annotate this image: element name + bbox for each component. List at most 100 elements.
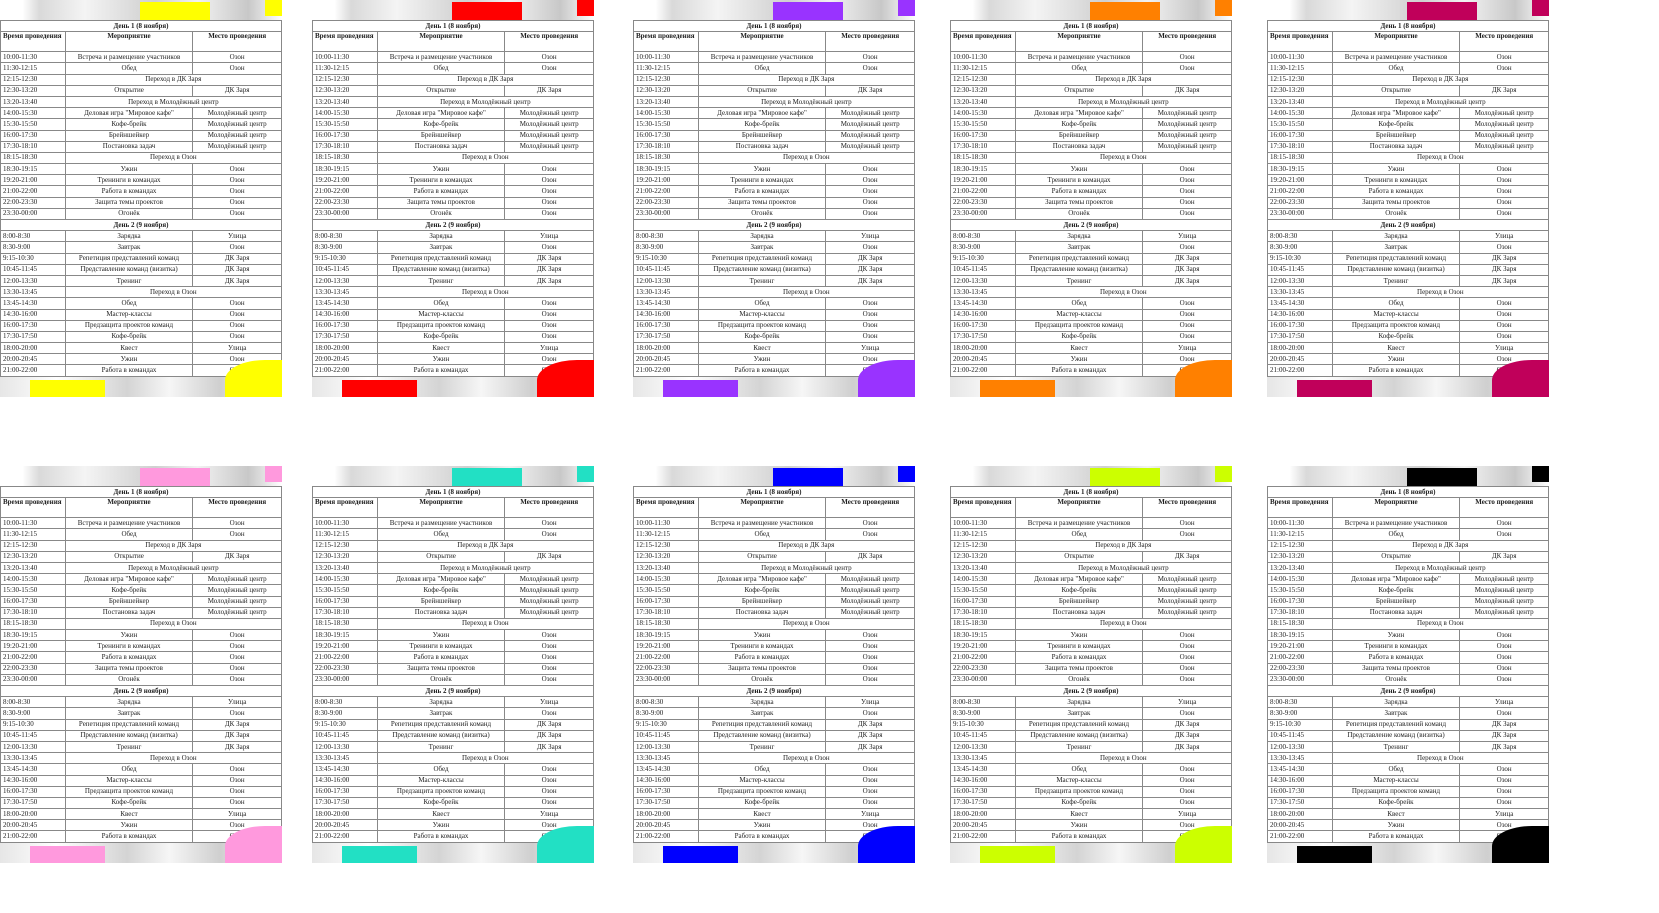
- schedule-card: День 1 (8 ноября) Время проведения Меропри…: [633, 466, 915, 863]
- time-cell: 18:30-19:15: [1267, 629, 1333, 642]
- event-cell: Представление команд (визитка): [64, 263, 194, 276]
- schedule-row: 15:30-15:50 Кофе-брейк Молодёжный центр: [312, 584, 594, 597]
- event-cell: Огонёк: [1331, 673, 1461, 687]
- time-cell: 12:15-12:30: [950, 539, 1016, 552]
- place-cell: Озон: [504, 528, 594, 541]
- time-cell: 12:30-13:20: [1267, 550, 1333, 563]
- event-cell: Открытие: [376, 550, 506, 563]
- place-cell: Озон: [1142, 640, 1232, 653]
- column-header: Место проведения: [192, 497, 282, 519]
- schedule-row: 18:30-19:15 Ужин Озон: [1267, 629, 1549, 642]
- transfer-cell: Переход в Озон: [697, 151, 915, 165]
- time-cell: 13:45-14:30: [0, 297, 66, 310]
- place-cell: Молодёжный центр: [1142, 107, 1232, 120]
- schedule-row: 12:30-13:20 Открытие ДК Заря: [312, 550, 594, 563]
- time-cell: 10:45-11:45: [312, 729, 378, 742]
- transfer-cell: Переход в Озон: [1014, 286, 1232, 299]
- transfer-cell: Переход в Молодёжный центр: [64, 95, 282, 109]
- place-cell: Озон: [825, 163, 915, 176]
- time-cell: 17:30-17:50: [0, 330, 66, 344]
- event-cell: Кофе-брейк: [376, 118, 506, 131]
- place-cell: Озон: [825, 51, 915, 64]
- place-cell: Озон: [192, 651, 282, 664]
- time-cell: 17:30-17:50: [950, 330, 1016, 344]
- time-cell: 18:30-19:15: [950, 629, 1016, 642]
- place-cell: Озон: [1142, 774, 1232, 787]
- event-cell: Ужин: [64, 353, 194, 366]
- column-header: Мероприятие: [697, 31, 827, 53]
- place-cell: ДК Заря: [825, 274, 915, 288]
- place-cell: Улица: [1459, 230, 1549, 243]
- time-cell: 10:00-11:30: [1267, 517, 1333, 530]
- time-cell: 10:45-11:45: [633, 263, 699, 276]
- schedule-row: 17:30-17:50 Кофе-брейк Озон: [0, 330, 282, 344]
- place-cell: ДК Заря: [1142, 729, 1232, 742]
- place-cell: Озон: [192, 185, 282, 198]
- time-cell: 14:00-15:30: [950, 107, 1016, 120]
- transfer-cell: Переход в Молодёжный центр: [1014, 95, 1232, 109]
- schedule-row: 17:30-18:10 Постановка задач Молодёжный це…: [312, 140, 594, 153]
- place-cell: Озон: [825, 785, 915, 798]
- event-cell: Тренинги в командах: [376, 174, 506, 187]
- place-cell: Озон: [1142, 297, 1232, 310]
- schedule-row: 13:30-13:45 Переход в Озон: [950, 752, 1232, 765]
- time-cell: 13:20-13:40: [633, 95, 699, 109]
- event-cell: Тренинг: [697, 740, 827, 754]
- schedule-row: 13:20-13:40 Переход в Молодёжный центр: [633, 95, 915, 109]
- time-cell: 17:30-17:50: [633, 330, 699, 344]
- time-cell: 9:15-10:30: [950, 252, 1016, 265]
- time-cell: 14:00-15:30: [633, 107, 699, 120]
- time-cell: 9:15-10:30: [1267, 718, 1333, 731]
- event-cell: Представление команд (визитка): [697, 729, 827, 742]
- place-cell: Озон: [1459, 51, 1549, 64]
- time-cell: 9:15-10:30: [633, 252, 699, 265]
- day-row: День 2 (9 ноября): [312, 218, 594, 232]
- transfer-cell: Переход в Озон: [1331, 617, 1549, 631]
- event-cell: Работа в командах: [1014, 364, 1144, 377]
- time-cell: 16:00-17:30: [950, 785, 1016, 798]
- event-cell: Ужин: [1014, 163, 1144, 176]
- time-cell: 10:45-11:45: [633, 729, 699, 742]
- time-cell: 9:15-10:30: [1267, 252, 1333, 265]
- place-cell: Улица: [1459, 696, 1549, 709]
- event-cell: Тренинги в командах: [697, 640, 827, 653]
- time-cell: 12:15-12:30: [1267, 73, 1333, 86]
- header-row: Время проведения Мероприятие Место проведе…: [0, 497, 282, 519]
- event-cell: Ужин: [697, 819, 827, 832]
- time-cell: 13:20-13:40: [633, 561, 699, 575]
- transfer-cell: Переход в ДК Заря: [697, 539, 915, 552]
- place-cell: Озон: [1142, 319, 1232, 332]
- header-row: Время проведения Мероприятие Место проведе…: [633, 497, 915, 519]
- place-cell: Молодёжный центр: [504, 107, 594, 120]
- event-cell: Постановка задач: [376, 140, 506, 153]
- event-cell: Завтрак: [1014, 707, 1144, 720]
- schedule-row: 18:15-18:30 Переход в Озон: [0, 151, 282, 165]
- place-cell: Озон: [192, 662, 282, 675]
- event-cell: Завтрак: [1014, 241, 1144, 254]
- event-cell: Огонёк: [64, 673, 194, 687]
- time-cell: 18:30-19:15: [312, 629, 378, 642]
- place-cell: Молодёжный центр: [1459, 606, 1549, 619]
- event-cell: Встреча и размещение участников: [376, 517, 506, 530]
- event-cell: Обед: [64, 763, 194, 776]
- time-cell: 21:00-22:00: [950, 364, 1016, 377]
- event-cell: Защита темы проектов: [1331, 662, 1461, 675]
- place-cell: Молодёжный центр: [1459, 140, 1549, 153]
- schedule-card: День 1 (8 ноября) Время проведения Меропри…: [0, 0, 282, 397]
- schedule-table: День 1 (8 ноября) Время проведения Меропри…: [312, 19, 594, 388]
- event-cell: Работа в командах: [1331, 651, 1461, 664]
- time-cell: 18:15-18:30: [0, 151, 66, 165]
- event-cell: Квест: [64, 808, 194, 821]
- schedule-row: 15:30-15:50 Кофе-брейк Молодёжный центр: [0, 118, 282, 131]
- event-cell: Мастер-классы: [697, 774, 827, 787]
- event-cell: Деловая игра "Мировое кафе": [64, 573, 194, 586]
- schedule-row: 17:30-18:10 Постановка задач Молодёжный це…: [950, 140, 1232, 153]
- event-cell: Брейншейкер: [697, 129, 827, 142]
- event-cell: Работа в командах: [697, 185, 827, 198]
- time-cell: 18:00-20:00: [950, 808, 1016, 821]
- schedule-row: 18:30-19:15 Ужин Озон: [312, 163, 594, 176]
- time-cell: 20:00-20:45: [1267, 819, 1333, 832]
- place-cell: ДК Заря: [1142, 252, 1232, 265]
- schedule-row: 14:00-15:30 Деловая игра "Мировое кафе" Мо…: [312, 573, 594, 586]
